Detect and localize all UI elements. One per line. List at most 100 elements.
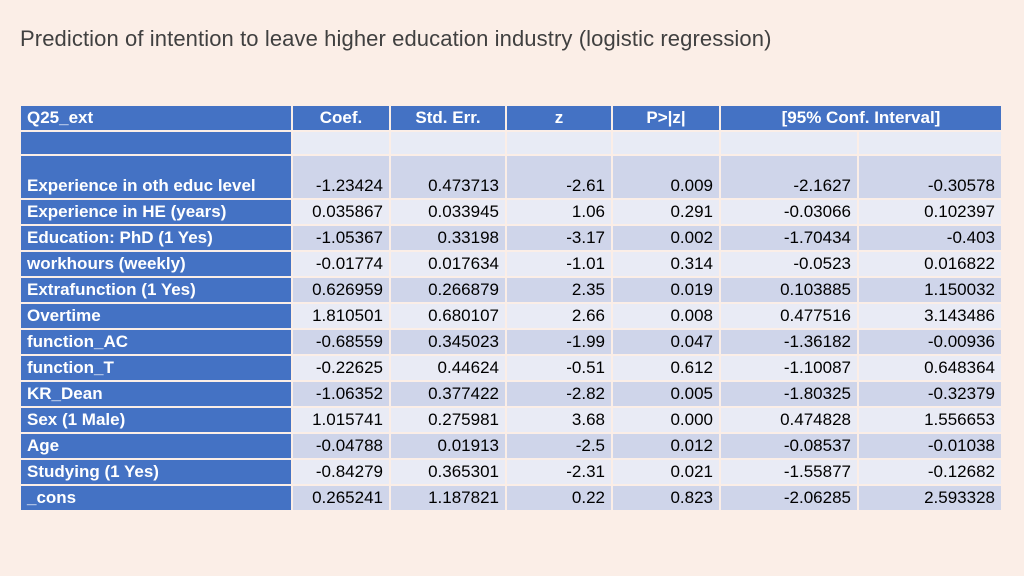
table-row: KR_Dean -1.06352 0.377422 -2.82 0.005 -1.8032… (21, 382, 1001, 406)
table-row: Extrafunction (1 Yes) 0.626959 0.266879 2.3… (21, 278, 1001, 302)
header-p-value: P>|z| (613, 106, 719, 130)
row-label: Experience in oth educ level (21, 156, 291, 198)
coef-cell: -0.01774 (293, 252, 389, 276)
std-err-cell: 0.365301 (391, 460, 505, 484)
z-cell: 0.22 (507, 486, 611, 510)
row-label: Education: PhD (1 Yes) (21, 226, 291, 250)
ci-low-cell: 0.477516 (721, 304, 857, 328)
z-cell: -0.51 (507, 356, 611, 380)
ci-high-cell: -0.01038 (859, 434, 1001, 458)
coef-cell: 1.015741 (293, 408, 389, 432)
z-cell: -2.61 (507, 156, 611, 198)
ci-high-cell: 0.016822 (859, 252, 1001, 276)
table-row: function_AC -0.68559 0.345023 -1.99 0.047 -1.… (21, 330, 1001, 354)
table-row: Experience in oth educ level -1.23424 0.47… (21, 156, 1001, 198)
ci-low-cell: -2.06285 (721, 486, 857, 510)
table-row: Overtime 1.810501 0.680107 2.66 0.008 0.47751… (21, 304, 1001, 328)
coef-cell: -1.06352 (293, 382, 389, 406)
ci-high-cell: 2.593328 (859, 486, 1001, 510)
z-cell: -2.82 (507, 382, 611, 406)
row-label: function_T (21, 356, 291, 380)
slide-title: Prediction of intention to leave higher … (20, 26, 772, 51)
ci-high-cell: -0.32379 (859, 382, 1001, 406)
coef-cell: 0.265241 (293, 486, 389, 510)
row-label: Overtime (21, 304, 291, 328)
row-label: _cons (21, 486, 291, 510)
ci-low-cell: -1.36182 (721, 330, 857, 354)
p-value-cell: 0.823 (613, 486, 719, 510)
ci-low-cell: -0.08537 (721, 434, 857, 458)
table-row: Sex (1 Male) 1.015741 0.275981 3.68 0.000 0.4… (21, 408, 1001, 432)
ci-high-cell: -0.403 (859, 226, 1001, 250)
z-cell: -1.01 (507, 252, 611, 276)
p-value-cell: 0.019 (613, 278, 719, 302)
z-cell: 2.66 (507, 304, 611, 328)
p-value-cell: 0.021 (613, 460, 719, 484)
row-label: Extrafunction (1 Yes) (21, 278, 291, 302)
header-coef: Coef. (293, 106, 389, 130)
coef-cell: 1.810501 (293, 304, 389, 328)
table-spacer-row (21, 132, 1001, 154)
coef-cell: -0.68559 (293, 330, 389, 354)
row-label: function_AC (21, 330, 291, 354)
ci-high-cell: 0.102397 (859, 200, 1001, 224)
table-row: Age -0.04788 0.01913 -2.5 0.012 -0.08537 -0.01… (21, 434, 1001, 458)
coef-cell: -0.22625 (293, 356, 389, 380)
ci-low-cell: -1.80325 (721, 382, 857, 406)
coef-cell: 0.035867 (293, 200, 389, 224)
table-row: Studying (1 Yes) -0.84279 0.365301 -2.31 0.0… (21, 460, 1001, 484)
std-err-cell: 0.01913 (391, 434, 505, 458)
ci-high-cell: 3.143486 (859, 304, 1001, 328)
z-cell: -3.17 (507, 226, 611, 250)
p-value-cell: 0.291 (613, 200, 719, 224)
z-cell: 3.68 (507, 408, 611, 432)
std-err-cell: 0.266879 (391, 278, 505, 302)
header-variable: Q25_ext (21, 106, 291, 130)
table-row: function_T -0.22625 0.44624 -0.51 0.612 -1.10… (21, 356, 1001, 380)
header-std-err: Std. Err. (391, 106, 505, 130)
ci-high-cell: -0.12682 (859, 460, 1001, 484)
ci-low-cell: 0.103885 (721, 278, 857, 302)
row-label: Studying (1 Yes) (21, 460, 291, 484)
p-value-cell: 0.612 (613, 356, 719, 380)
ci-high-cell: 1.150032 (859, 278, 1001, 302)
std-err-cell: 0.275981 (391, 408, 505, 432)
ci-low-cell: -1.55877 (721, 460, 857, 484)
z-cell: -1.99 (507, 330, 611, 354)
ci-low-cell: -0.03066 (721, 200, 857, 224)
header-z: z (507, 106, 611, 130)
std-err-cell: 0.473713 (391, 156, 505, 198)
ci-high-cell: 1.556653 (859, 408, 1001, 432)
row-label: Age (21, 434, 291, 458)
ci-low-cell: -0.0523 (721, 252, 857, 276)
std-err-cell: 0.680107 (391, 304, 505, 328)
p-value-cell: 0.002 (613, 226, 719, 250)
p-value-cell: 0.008 (613, 304, 719, 328)
std-err-cell: 1.187821 (391, 486, 505, 510)
std-err-cell: 0.44624 (391, 356, 505, 380)
p-value-cell: 0.314 (613, 252, 719, 276)
row-label: Sex (1 Male) (21, 408, 291, 432)
header-conf-interval: [95% Conf. Interval] (721, 106, 1001, 130)
row-label: Experience in HE (years) (21, 200, 291, 224)
ci-high-cell: -0.30578 (859, 156, 1001, 198)
row-label: workhours (weekly) (21, 252, 291, 276)
coef-cell: -0.84279 (293, 460, 389, 484)
z-cell: 2.35 (507, 278, 611, 302)
ci-low-cell: -1.70434 (721, 226, 857, 250)
row-label: KR_Dean (21, 382, 291, 406)
coef-cell: -0.04788 (293, 434, 389, 458)
coef-cell: 0.626959 (293, 278, 389, 302)
table-row: Experience in HE (years) 0.035867 0.033945… (21, 200, 1001, 224)
ci-high-cell: -0.00936 (859, 330, 1001, 354)
z-cell: -2.31 (507, 460, 611, 484)
z-cell: 1.06 (507, 200, 611, 224)
coef-cell: -1.23424 (293, 156, 389, 198)
std-err-cell: 0.033945 (391, 200, 505, 224)
table-row: _cons 0.265241 1.187821 0.22 0.823 -2.06285 2.… (21, 486, 1001, 510)
coef-cell: -1.05367 (293, 226, 389, 250)
std-err-cell: 0.377422 (391, 382, 505, 406)
p-value-cell: 0.000 (613, 408, 719, 432)
std-err-cell: 0.33198 (391, 226, 505, 250)
p-value-cell: 0.047 (613, 330, 719, 354)
